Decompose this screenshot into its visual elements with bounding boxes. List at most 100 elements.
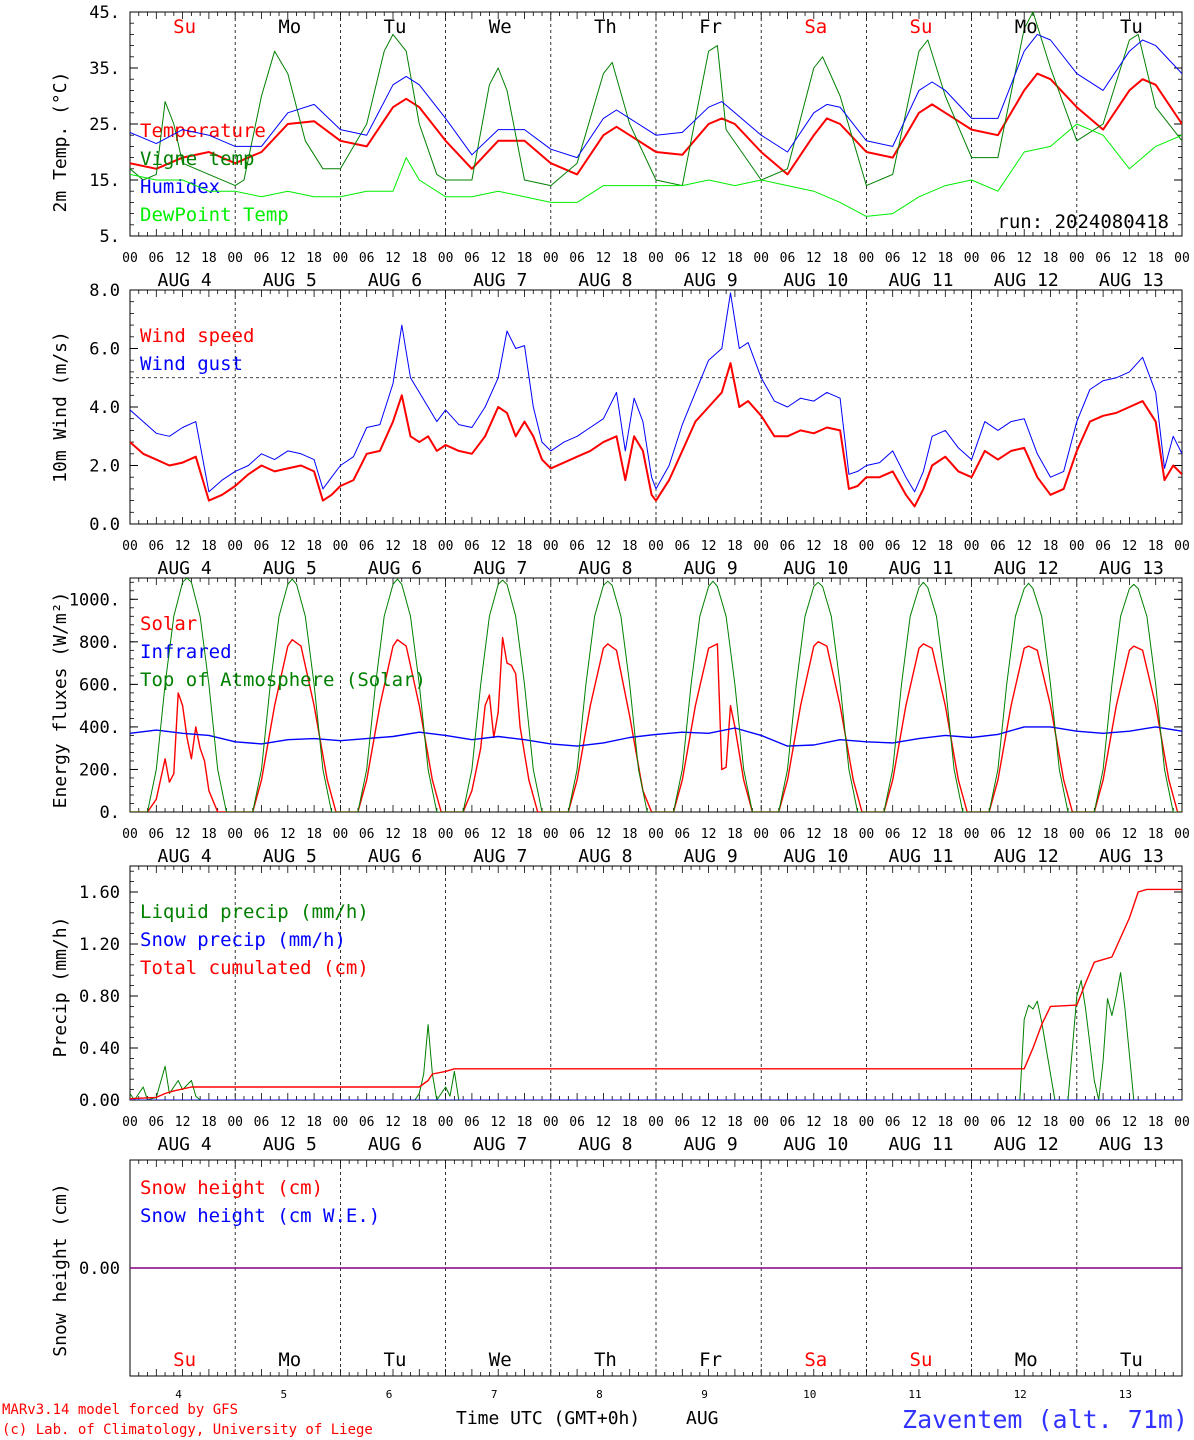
day-number-label: 7 — [491, 1388, 498, 1401]
hour-tick-label: 12 — [911, 827, 927, 842]
y-tick-label: 1.60 — [79, 883, 120, 903]
chart-panels: 5. 15. 25. 35. 45. 2m Temp. (°C) Temperature Vi… — [50, 3, 1190, 1401]
hour-tick-label: 00 — [122, 251, 138, 266]
legend-entry: Infrared — [140, 641, 232, 663]
hour-tick-label: 12 — [596, 827, 612, 842]
hour-tick-label: 18 — [937, 827, 953, 842]
date-label: AUG 6 — [368, 558, 422, 579]
hour-tick-label: 06 — [464, 1115, 480, 1130]
footer-model: MARv3.14 model forced by GFS — [2, 1402, 238, 1418]
hour-tick-label: 18 — [306, 539, 322, 554]
hour-tick-label: 00 — [1174, 539, 1190, 554]
hour-tick-label: 06 — [148, 251, 164, 266]
weekday-label: Fr — [699, 1349, 722, 1371]
date-label: AUG 5 — [263, 558, 317, 579]
hour-tick-label: 00 — [122, 827, 138, 842]
hour-tick-label: 12 — [385, 827, 401, 842]
hour-tick-label: 12 — [175, 1115, 191, 1130]
hour-tick-label: 18 — [517, 827, 533, 842]
hour-tick-label: 00 — [333, 827, 349, 842]
y-tick-label: 0.0 — [89, 515, 120, 535]
date-label: AUG 6 — [368, 270, 422, 291]
hour-tick-label: 06 — [780, 827, 796, 842]
hour-tick-label: 00 — [543, 827, 559, 842]
hour-tick-label: 00 — [753, 539, 769, 554]
hour-tick-label: 18 — [517, 1115, 533, 1130]
hour-tick-label: 06 — [359, 1115, 375, 1130]
hour-tick-label: 12 — [1016, 539, 1032, 554]
weekday-label: Mo — [278, 16, 301, 38]
hour-tick-label: 00 — [1174, 251, 1190, 266]
run-label: run: 2024080418 — [997, 211, 1169, 233]
hour-tick-label: 12 — [1122, 251, 1138, 266]
hour-tick-label: 06 — [885, 539, 901, 554]
series-line-3 — [130, 888, 1182, 1100]
hour-tick-label: 06 — [885, 251, 901, 266]
x-axis-month: AUG — [686, 1408, 719, 1429]
panel-1: 5. 15. 25. 35. 45. 2m Temp. (°C) Temperature Vi… — [50, 3, 1190, 291]
date-label: AUG 11 — [888, 1134, 953, 1155]
hour-tick-label: 12 — [385, 1115, 401, 1130]
date-label: AUG 12 — [994, 846, 1059, 867]
legend-entry: Top of Atmosphere (Solar) — [140, 669, 426, 691]
hour-tick-label: 18 — [727, 539, 743, 554]
y-tick-label: 0.40 — [79, 1039, 120, 1059]
hour-tick-label: 00 — [543, 539, 559, 554]
hour-tick-label: 18 — [1148, 1115, 1164, 1130]
hour-tick-label: 06 — [780, 539, 796, 554]
legend-entry: Temperature — [140, 120, 266, 142]
hour-tick-label: 12 — [806, 1115, 822, 1130]
date-label: AUG 13 — [1099, 1134, 1164, 1155]
hour-tick-label: 18 — [1043, 251, 1059, 266]
hour-tick-label: 06 — [254, 251, 270, 266]
y-tick-label: 4.0 — [89, 398, 120, 418]
hour-tick-label: 00 — [1069, 1115, 1085, 1130]
hour-tick-label: 18 — [517, 539, 533, 554]
legend-entry: Wind speed — [140, 325, 254, 347]
hour-tick-label: 12 — [490, 827, 506, 842]
hour-tick-label: 12 — [806, 827, 822, 842]
legend-entry: Vigne temp — [140, 148, 254, 170]
footer-lab: (c) Lab. of Climatology, University of L… — [2, 1422, 373, 1438]
hour-tick-label: 12 — [911, 1115, 927, 1130]
hour-tick-label: 00 — [753, 827, 769, 842]
y-tick-label: 1.20 — [79, 935, 120, 955]
date-label: AUG 7 — [473, 270, 527, 291]
weekday-label: Su — [173, 16, 196, 38]
hour-tick-label: 12 — [701, 539, 717, 554]
hour-tick-label: 06 — [1095, 539, 1111, 554]
weekday-label: Th — [594, 16, 617, 38]
hour-tick-label: 00 — [333, 539, 349, 554]
y-tick-label: 2.0 — [89, 457, 120, 477]
date-label: AUG 11 — [888, 270, 953, 291]
hour-tick-label: 06 — [569, 827, 585, 842]
hour-tick-label: 06 — [780, 251, 796, 266]
hour-tick-label: 00 — [333, 1115, 349, 1130]
date-label: AUG 9 — [684, 270, 738, 291]
day-number-label: 13 — [1119, 1388, 1132, 1401]
hour-tick-label: 06 — [148, 827, 164, 842]
weekday-label: Th — [594, 1349, 617, 1371]
hour-tick-label: 18 — [832, 251, 848, 266]
series-line-3 — [130, 33, 1182, 159]
hour-tick-label: 06 — [464, 251, 480, 266]
legend-entry: Snow height (cm) — [140, 1177, 323, 1199]
hour-tick-label: 12 — [806, 539, 822, 554]
hour-tick-label: 12 — [280, 539, 296, 554]
weekday-label: Fr — [699, 16, 722, 38]
hour-tick-label: 00 — [543, 1115, 559, 1130]
legend-entry: Snow height (cm W.E.) — [140, 1205, 380, 1227]
weekday-label: We — [489, 16, 512, 38]
hour-tick-label: 06 — [780, 1115, 796, 1130]
date-label: AUG 5 — [263, 846, 317, 867]
hour-tick-label: 06 — [254, 539, 270, 554]
hour-tick-label: 12 — [490, 539, 506, 554]
y-tick-label: 0.00 — [79, 1259, 120, 1279]
hour-tick-label: 18 — [306, 827, 322, 842]
y-axis-label: Snow height (cm) — [50, 1183, 71, 1356]
y-tick-label: 0.00 — [79, 1091, 120, 1111]
date-label: AUG 11 — [888, 846, 953, 867]
hour-tick-label: 00 — [1069, 827, 1085, 842]
y-axis-label: Precip (mm/h) — [50, 917, 71, 1058]
hour-tick-label: 18 — [1148, 827, 1164, 842]
